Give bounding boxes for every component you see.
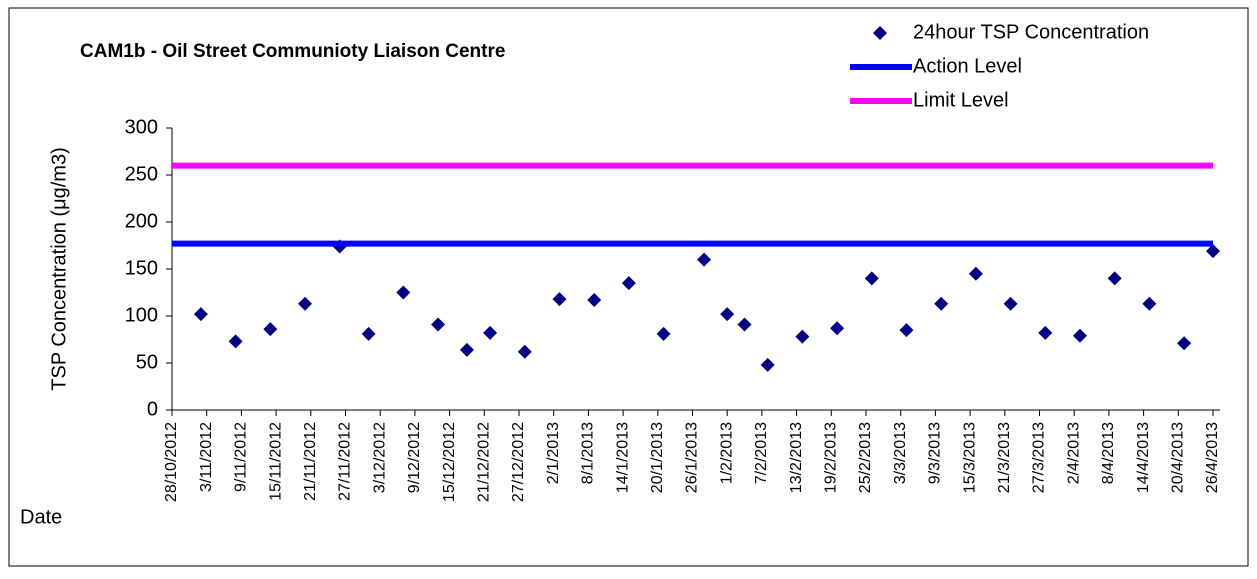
data-point [720,307,735,322]
legend-label: Action Level [913,55,1022,77]
x-tick-label: 27/12/2012 [510,422,527,502]
x-tick-label: 19/2/2013 [823,422,840,493]
x-tick-label: 8/4/2013 [1100,422,1117,484]
x-tick-label: 3/3/2013 [892,422,909,484]
x-tick-label: 21/3/2013 [996,422,1013,493]
data-point [760,357,775,372]
x-tick-label: 26/4/2013 [1204,422,1221,493]
y-tick-label: 150 [125,257,158,279]
data-point [934,296,949,311]
x-tick-label: 15/3/2013 [961,422,978,493]
data-point [431,317,446,332]
x-tick-label: 8/1/2013 [580,422,597,484]
data-point [830,321,845,336]
data-point [1003,296,1018,311]
data-point [587,293,602,308]
y-axis-label: TSP Concentration (μg/m3) [48,147,70,390]
y-tick-label: 300 [125,116,158,138]
x-tick-label: 9/12/2012 [406,422,423,493]
data-point [228,334,243,349]
y-tick-label: 50 [136,351,158,373]
x-axis-label: Date [20,506,62,528]
data-point [864,271,879,286]
data-point [968,266,983,281]
x-tick-label: 15/11/2012 [267,422,284,501]
data-point [1206,244,1220,259]
data-point [517,344,532,359]
legend-marker [873,26,887,40]
x-tick-label: 3/12/2012 [371,422,388,493]
x-tick-label: 20/4/2013 [1170,422,1187,493]
data-point [1177,336,1192,351]
data-point [899,323,914,338]
y-tick-label: 200 [125,210,158,232]
data-point [483,325,498,340]
data-point [737,317,752,332]
x-tick-label: 9/3/2013 [927,422,944,484]
x-tick-label: 2/1/2013 [545,422,562,484]
data-point [298,296,313,311]
data-point [1038,325,1053,340]
data-point [1072,328,1087,343]
x-tick-label: 21/11/2012 [302,422,319,501]
x-tick-label: 28/10/2012 [163,422,180,502]
x-tick-label: 20/1/2013 [649,422,666,493]
x-tick-label: 13/2/2013 [788,422,805,493]
x-tick-label: 2/4/2013 [1065,422,1082,484]
x-tick-label: 25/2/2013 [857,422,874,493]
data-point [552,292,567,307]
x-tick-label: 9/11/2012 [233,422,250,492]
data-point [795,329,810,344]
data-point [656,326,671,341]
data-point [263,322,278,337]
x-tick-label: 14/1/2013 [614,422,631,493]
data-point [193,307,208,322]
x-tick-label: 21/12/2012 [476,422,493,502]
data-point [459,342,474,357]
data-point [697,252,712,267]
chart-title: CAM1b - Oil Street Communioty Liaison Ce… [80,41,505,62]
x-tick-label: 1/2/2013 [718,422,735,484]
y-tick-label: 100 [125,304,158,326]
y-tick-label: 250 [125,163,158,185]
x-tick-label: 3/11/2012 [198,422,215,492]
data-point [1107,271,1122,286]
data-point [396,285,411,300]
x-tick-label: 15/12/2012 [441,422,458,502]
x-tick-label: 7/2/2013 [753,422,770,484]
x-tick-label: 14/4/2013 [1135,422,1152,493]
x-tick-label: 26/1/2013 [684,422,701,493]
data-point [1142,296,1157,311]
legend-label: Limit Level [913,89,1009,111]
data-point [361,326,376,341]
legend-label: 24hour TSP Concentration [913,21,1149,43]
data-point [621,276,636,291]
y-tick-label: 0 [147,398,158,420]
x-tick-label: 27/3/2013 [1031,422,1048,493]
x-tick-label: 27/11/2012 [337,422,354,501]
